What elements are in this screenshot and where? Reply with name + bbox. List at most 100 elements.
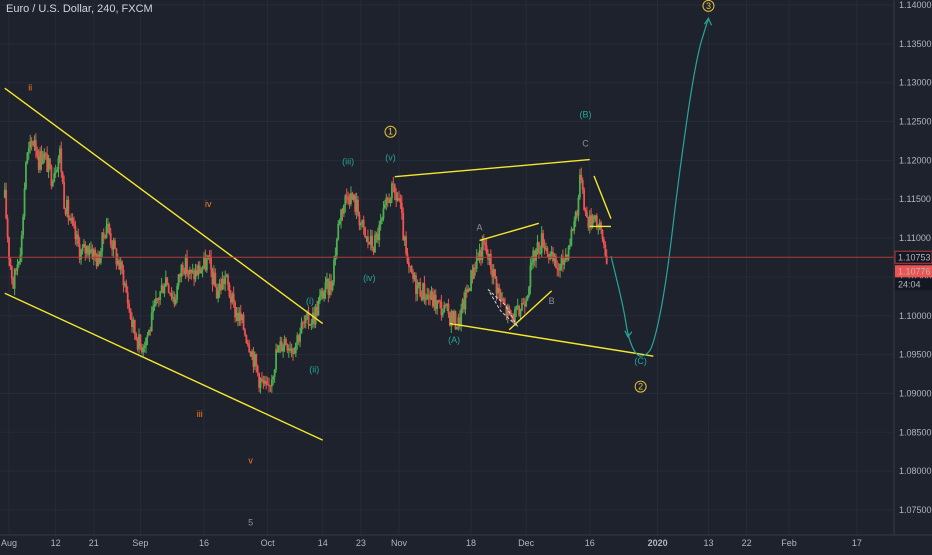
candle-body: [567, 246, 570, 260]
candle-body: [78, 244, 81, 260]
candle-body: [540, 233, 543, 254]
candle-body: [302, 322, 304, 324]
candle-body: [169, 292, 171, 294]
candle-body: [211, 269, 214, 285]
candle-body: [498, 287, 501, 293]
trendline: [4, 292, 323, 441]
candle-body: [385, 197, 388, 205]
candle-body: [344, 195, 347, 206]
candle-body: [268, 384, 270, 386]
candle-body: [492, 269, 495, 277]
candle-body: [403, 236, 406, 241]
candle-body: [166, 277, 169, 285]
candle-body: [546, 247, 549, 254]
candle-body: [495, 277, 498, 294]
candle-body: [381, 218, 383, 221]
candle-body: [242, 314, 245, 330]
candle-body: [245, 335, 248, 343]
candle-body: [286, 344, 289, 351]
candle-body: [150, 312, 153, 332]
candle-body: [214, 272, 217, 287]
candle-body: [191, 270, 194, 273]
candle-body: [17, 261, 20, 265]
candle-body: [139, 334, 142, 348]
candle-body: [502, 299, 505, 304]
candle-body: [562, 256, 564, 265]
wave-label-circle: [384, 125, 397, 138]
wave-label: (C): [634, 356, 647, 366]
candle-body: [194, 270, 197, 280]
candle-body: [407, 262, 410, 267]
candle-body: [372, 247, 375, 253]
candle-body: [201, 267, 204, 270]
time-axis[interactable]: Aug 12 21 Sep 16 Oct 14 23 Nov 18 Dec 16 2020 13 22 Feb…: [1, 538, 862, 548]
candle-body: [463, 299, 465, 310]
candle-body: [314, 306, 317, 325]
candle-body: [485, 245, 488, 254]
candle-body: [513, 309, 516, 323]
candle-body: [591, 216, 594, 226]
wave-label: (ii): [309, 364, 319, 374]
candle-body: [32, 143, 34, 146]
price-tick-label: 1.13500: [899, 39, 932, 49]
candle-body: [545, 247, 547, 250]
candle-body: [19, 255, 22, 262]
candle-body: [289, 348, 292, 351]
candle-body: [556, 267, 559, 269]
price-tag-text: 1.10776: [898, 266, 931, 276]
candle-body: [46, 153, 49, 172]
candle-body: [163, 286, 166, 294]
candle-body: [190, 269, 193, 273]
candle-body: [101, 232, 104, 252]
candle-body: [77, 234, 80, 245]
candle-body: [25, 162, 27, 189]
candle-body: [542, 233, 545, 247]
wave-label: (v): [385, 152, 396, 162]
candle-body: [419, 282, 422, 297]
candle-body: [34, 140, 37, 151]
time-tick-label: 14: [318, 538, 328, 548]
wave-label: iii: [197, 409, 203, 419]
candle-body: [331, 282, 334, 290]
candle-body: [37, 156, 40, 170]
time-tick-label: 16: [199, 538, 209, 548]
candle-body: [444, 304, 447, 306]
candle-body: [313, 312, 316, 325]
candle-body: [198, 265, 201, 274]
candle-body: [122, 269, 125, 286]
candle-body: [9, 259, 12, 267]
candle-body: [594, 215, 597, 220]
candle-body: [560, 256, 563, 264]
candle-body: [536, 242, 539, 249]
time-tick-label: 2020: [648, 538, 668, 548]
candle-body: [107, 224, 109, 226]
candle-body: [464, 289, 467, 310]
candle-body: [547, 253, 550, 259]
candle-body: [26, 152, 29, 163]
candle-body: [105, 225, 108, 239]
candle-body: [457, 317, 460, 328]
candle-body: [181, 264, 184, 271]
candle-body: [114, 240, 116, 249]
candle-body: [108, 224, 111, 234]
time-tick-label: 18: [466, 538, 476, 548]
candle-body: [451, 311, 454, 323]
candle-body: [535, 248, 537, 261]
candle-body: [577, 197, 580, 216]
trendline: [508, 290, 553, 331]
candle-body: [91, 249, 94, 259]
trendline: [593, 175, 612, 219]
price-axis[interactable]: 1.07500 1.08000 1.08500 1.09000 1.09500 1.100…: [899, 0, 932, 515]
candle-body: [478, 250, 481, 260]
candle-body: [220, 284, 222, 290]
candle-body: [42, 158, 44, 164]
candle-body: [324, 281, 327, 293]
candle-body: [516, 305, 519, 307]
wave-label-circle: [634, 380, 647, 393]
candle-body: [454, 311, 457, 329]
candle-body: [361, 219, 364, 224]
candle-body: [73, 223, 75, 226]
